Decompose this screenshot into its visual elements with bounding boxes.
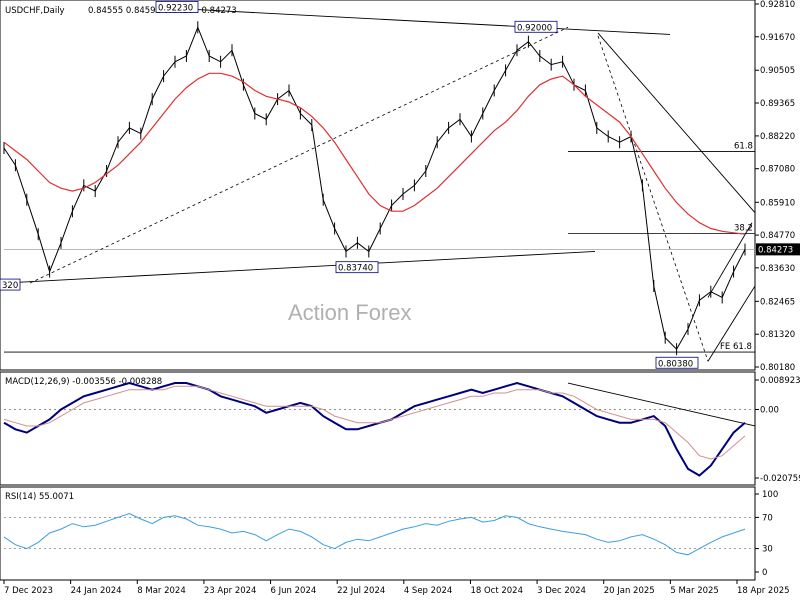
x-axis-label: 5 Mar 2025 xyxy=(670,586,718,596)
x-axis-label: 8 Mar 2024 xyxy=(137,586,185,596)
rsi-title: RSI(14) 55.0071 xyxy=(5,492,74,502)
price-axis-label: 0.90505 xyxy=(760,66,795,76)
x-axis-label: 18 Oct 2024 xyxy=(470,586,523,596)
macd-trendline xyxy=(567,382,756,427)
rsi-panel xyxy=(0,486,756,581)
price-axis-label: 0.82465 xyxy=(760,297,795,307)
price-axis-label: 0.91670 xyxy=(760,33,795,43)
price-annotation-box xyxy=(0,278,21,291)
axis-layer: 0.92810 0.91670 0.90505 0.89365 0.88220 0.870… xyxy=(3,0,800,596)
macd-panel xyxy=(0,371,756,486)
rsi-axis-label: 100 xyxy=(762,490,778,500)
current-price-label: 0.84273 xyxy=(758,245,793,255)
price-axis-label: 0.83630 xyxy=(760,264,795,274)
current-price-tag xyxy=(756,243,800,256)
price-annotation-box xyxy=(514,20,558,33)
watermark: Action Forex xyxy=(288,300,412,325)
price-annotation: 0.83740 xyxy=(338,264,373,274)
macd-axis-label: 0.008923 xyxy=(760,376,800,386)
price-annotation-box xyxy=(155,1,199,13)
rsi-line xyxy=(3,512,746,556)
price-axis-label: 0.84770 xyxy=(760,231,795,241)
price-axis-label: 0.89365 xyxy=(760,99,795,109)
x-axis-label: 23 Apr 2024 xyxy=(204,586,257,596)
down-channel-line xyxy=(597,32,756,213)
x-axis-label: 4 Sep 2024 xyxy=(404,586,452,596)
rsi-axis-label: 70 xyxy=(762,513,773,523)
macd-line xyxy=(3,381,746,477)
support-trendline xyxy=(3,251,596,284)
x-axis-label: 7 Dec 2023 xyxy=(4,586,53,596)
price-annotation: 320 xyxy=(2,281,18,291)
rsi-axis-label: 30 xyxy=(762,545,773,555)
macd-axis-label: -0.020759 xyxy=(760,474,800,484)
price-panel xyxy=(0,0,756,371)
x-axis-label: 18 Apr 2025 xyxy=(737,586,790,596)
price-axis-label: 0.85910 xyxy=(760,198,795,208)
price-annotation-box xyxy=(655,356,699,369)
rsi-layer xyxy=(3,512,755,556)
price-axis-label: 0.87080 xyxy=(760,165,795,175)
symbol-label: USDCHF,Daily xyxy=(5,6,65,16)
resistance-trendline xyxy=(194,9,671,35)
x-axis-label: 24 Jan 2024 xyxy=(71,586,122,596)
macd-layer xyxy=(3,381,756,477)
price-annotation: 0.92230 xyxy=(158,3,193,13)
x-axis-label: 6 Jun 2024 xyxy=(271,586,317,596)
price-annotation-box xyxy=(335,261,379,274)
x-axis-label: 3 Dec 2024 xyxy=(537,586,586,596)
price-axis-label: 0.92810 xyxy=(760,0,795,10)
price-annotation: 0.80380 xyxy=(658,359,693,369)
signal-line xyxy=(3,385,746,460)
rising-channel-line xyxy=(707,222,753,298)
x-axis-label: 20 Jan 2025 xyxy=(604,586,655,596)
price-axis-label: 0.80180 xyxy=(760,363,795,373)
macd-title: MACD(12,26,9) -0.003556 -0.008288 xyxy=(5,377,162,387)
fib-annotation: 38.2 xyxy=(734,224,753,234)
price-annotation: 0.92000 xyxy=(517,23,552,33)
price-axis-label: 0.81320 xyxy=(760,330,795,340)
moving-average-line xyxy=(3,72,746,235)
x-axis-label: 22 Jul 2024 xyxy=(337,586,385,596)
price-axis-label: 0.88220 xyxy=(760,132,795,142)
rsi-axis-label: 0 xyxy=(762,568,767,578)
fib-annotation: 61.8 xyxy=(734,141,753,151)
macd-axis-label: 0.00 xyxy=(760,405,779,415)
price-layer: 0.92230 0.92000 0.83740 0.80380 320 61.8 38.2 F… xyxy=(0,1,756,369)
price-line xyxy=(3,25,746,351)
rising-channel-line xyxy=(707,285,756,362)
fib-annotation: FE 61.8 xyxy=(720,342,752,352)
